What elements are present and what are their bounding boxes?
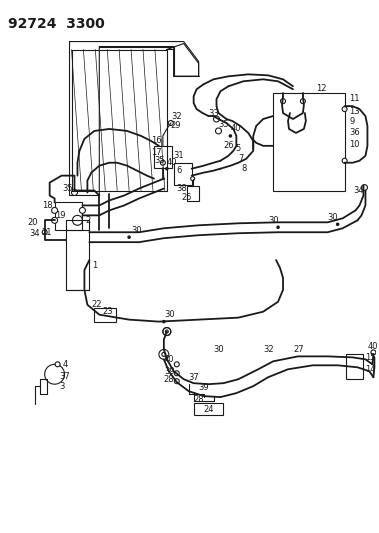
Bar [55, 203, 82, 230]
Text: 8: 8 [241, 164, 247, 173]
Circle shape [72, 190, 77, 196]
Text: 20: 20 [28, 218, 38, 227]
Circle shape [229, 134, 232, 138]
Text: 38: 38 [177, 184, 188, 193]
Circle shape [160, 160, 165, 165]
Circle shape [162, 320, 166, 324]
Text: 33: 33 [208, 109, 219, 118]
Text: 39: 39 [164, 367, 174, 376]
Text: 10: 10 [349, 140, 360, 149]
Text: 34: 34 [354, 186, 364, 195]
Text: 29: 29 [171, 122, 181, 131]
Bar [174, 163, 192, 184]
Circle shape [165, 330, 168, 333]
Circle shape [191, 176, 195, 181]
Circle shape [42, 230, 47, 235]
Circle shape [213, 116, 219, 122]
Circle shape [371, 350, 376, 355]
Text: 35: 35 [218, 120, 229, 130]
Text: 26: 26 [224, 141, 234, 150]
Circle shape [168, 120, 173, 125]
Circle shape [342, 158, 347, 163]
Text: 28: 28 [194, 394, 204, 403]
Text: 21: 21 [42, 228, 52, 237]
Text: 35: 35 [154, 156, 164, 165]
Circle shape [174, 379, 179, 384]
Circle shape [72, 215, 82, 225]
Circle shape [52, 207, 58, 213]
Text: 14: 14 [365, 365, 376, 374]
Text: 34: 34 [30, 229, 41, 238]
Text: 13: 13 [349, 107, 360, 116]
Text: 2: 2 [85, 216, 91, 225]
Text: 4: 4 [63, 360, 68, 369]
Text: 37: 37 [189, 373, 199, 382]
Text: 39: 39 [199, 383, 209, 392]
Text: 30: 30 [328, 213, 338, 222]
Circle shape [174, 362, 179, 367]
Text: 9: 9 [349, 117, 355, 125]
Bar [346, 354, 363, 379]
Text: 40: 40 [164, 355, 174, 364]
Text: 28: 28 [164, 375, 174, 384]
Text: 25: 25 [182, 193, 192, 202]
Text: 30: 30 [268, 216, 279, 225]
Text: 11: 11 [349, 94, 360, 103]
Text: 31: 31 [174, 151, 185, 160]
Text: 3: 3 [60, 382, 65, 391]
Circle shape [280, 99, 285, 103]
Text: 6: 6 [177, 166, 182, 175]
Circle shape [342, 107, 347, 111]
Text: 15: 15 [365, 353, 376, 362]
Text: 24: 24 [204, 405, 214, 414]
Text: 36: 36 [349, 128, 360, 138]
Bar [273, 93, 345, 190]
Circle shape [276, 225, 280, 229]
Text: 5: 5 [235, 144, 241, 154]
Circle shape [162, 352, 166, 357]
Text: 40: 40 [367, 342, 378, 351]
Circle shape [52, 217, 58, 223]
Text: 40: 40 [230, 125, 241, 133]
Text: 7: 7 [238, 154, 244, 163]
Text: 32: 32 [171, 111, 182, 120]
Bar [187, 185, 199, 201]
Text: 37: 37 [60, 372, 70, 381]
Text: 40: 40 [167, 158, 177, 167]
Text: 27: 27 [293, 345, 304, 354]
Circle shape [80, 207, 85, 213]
Circle shape [362, 184, 367, 190]
Circle shape [55, 362, 60, 367]
Text: 12: 12 [316, 84, 326, 93]
Bar [154, 146, 172, 168]
Circle shape [216, 128, 221, 134]
Circle shape [174, 371, 179, 376]
Text: 30: 30 [213, 345, 224, 354]
Text: 18: 18 [42, 201, 52, 210]
Text: 19: 19 [55, 211, 65, 220]
Circle shape [165, 167, 169, 171]
Circle shape [301, 99, 305, 103]
Text: 92724  3300: 92724 3300 [8, 17, 105, 31]
Text: 16: 16 [151, 136, 161, 146]
Text: 32: 32 [263, 345, 274, 354]
Bar [194, 403, 224, 415]
Circle shape [163, 328, 171, 335]
Bar [94, 308, 116, 321]
Text: 35: 35 [63, 184, 73, 193]
Circle shape [159, 350, 169, 359]
Text: 22: 22 [91, 300, 102, 309]
Circle shape [127, 236, 131, 239]
Text: 30: 30 [131, 226, 142, 235]
Text: 1: 1 [92, 261, 98, 270]
Text: 30: 30 [164, 310, 174, 319]
Text: 17: 17 [151, 148, 161, 157]
Circle shape [336, 222, 340, 226]
Text: 23: 23 [102, 307, 113, 316]
Bar [66, 230, 89, 290]
